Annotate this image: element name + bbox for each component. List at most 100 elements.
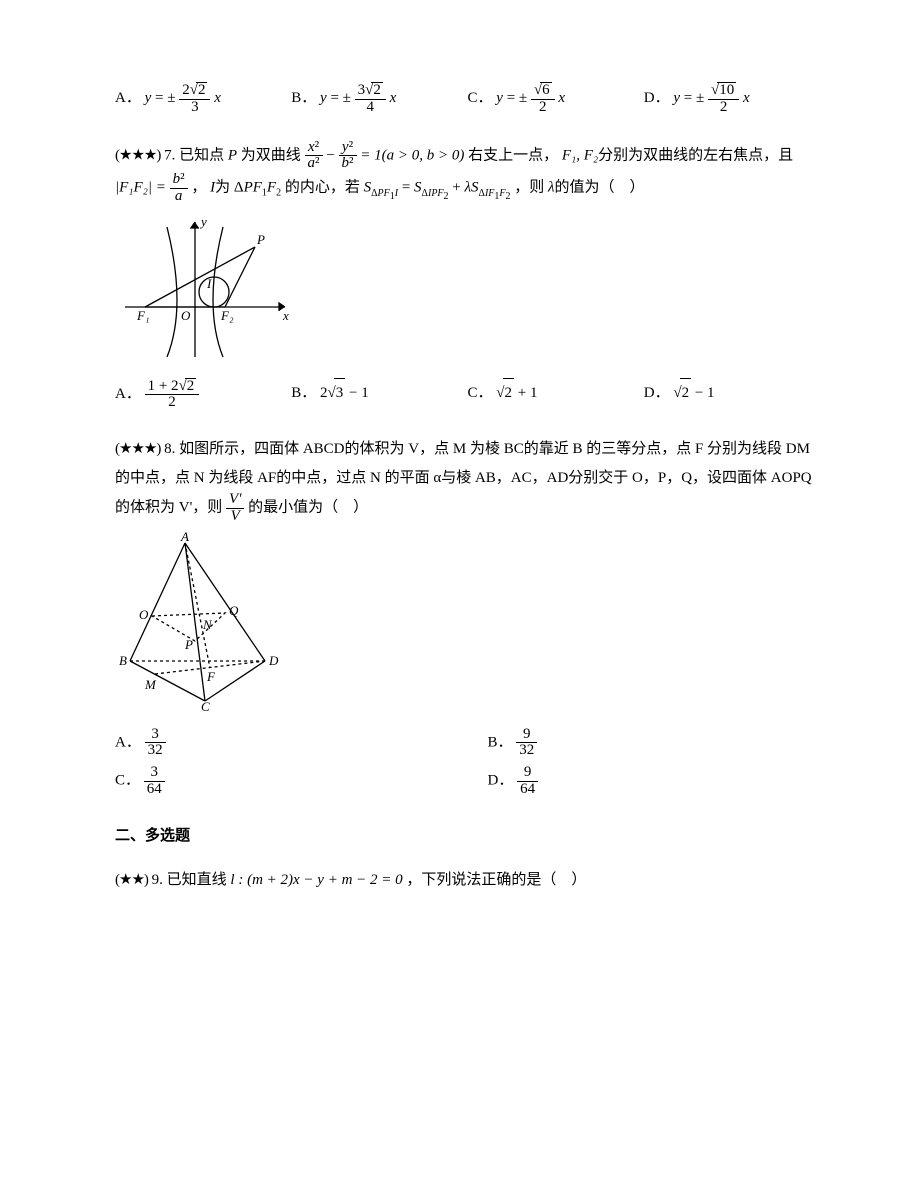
q8-ask: 的最小值为（ ） (248, 500, 368, 516)
q6b-rad: 2 (371, 82, 383, 99)
q7-fig-x: x (282, 308, 289, 323)
q9-num: 9. (152, 872, 163, 888)
q7c-label: C． (468, 385, 493, 401)
q6b-coef: 3 (358, 82, 366, 98)
q6a-den: 3 (179, 100, 210, 116)
q6-option-c: C． y = ± 62 x (468, 82, 644, 116)
q6b-label: B． (291, 90, 316, 106)
q7-t1: 已知点 (179, 147, 228, 163)
q7-t6: ， (191, 180, 206, 196)
q9-line: l : (m + 2)x − y + m − 2 = 0 (230, 872, 402, 888)
q6a-label: A． (115, 90, 141, 106)
q7-fig-f1: F₁ (136, 308, 149, 323)
q7-t3: 右支上一点， (468, 147, 558, 163)
q6a-coef: 2 (182, 82, 190, 98)
q7a-rad: 2 (185, 378, 197, 395)
q6c-den: 2 (531, 100, 555, 116)
q7-stem: (★★★) 7. 已知点 P 为双曲线 x²a² − y²b² = 1(a > … (115, 140, 820, 206)
q8-figure: A B C D O Q P N M F (115, 531, 285, 711)
q8-fig-d: D (268, 653, 279, 668)
q8-fig-a: A (180, 531, 189, 544)
q6c-rad: 6 (540, 82, 552, 99)
q7a-den: 2 (145, 395, 200, 411)
q8-body: 如图所示，四面体 ABCD的体积为 V，点 M 为棱 BC的靠近 B 的三等分点… (115, 441, 812, 516)
q8d-label: D． (488, 773, 514, 789)
q8d-num: 9 (517, 765, 538, 782)
q8-options: A． 332 B． 932 C． 364 D． 964 (115, 727, 820, 798)
q8-option-d: D． 964 (488, 765, 821, 798)
section-2-heading: 二、多选题 (115, 822, 820, 851)
q9-stem: (★★) 9. 已知直线 l : (m + 2)x − y + m − 2 = … (115, 866, 820, 895)
q8a-label: A． (115, 734, 141, 750)
q7-fig-p: P (256, 232, 265, 247)
q7-t10: 的值为（ ） (555, 180, 645, 196)
q7b-label: B． (291, 385, 316, 401)
q7c-rad: 2 (503, 378, 515, 408)
q8-fig-m: M (144, 677, 157, 692)
q6d-label: D． (644, 90, 670, 106)
q8-option-c: C． 364 (115, 765, 448, 798)
q6d-rad: 10 (717, 82, 736, 99)
q7-t8: 的内心，若 (285, 180, 364, 196)
q8-num: 8. (164, 441, 175, 457)
q6a-rad: 2 (196, 82, 208, 99)
q8a-den: 32 (145, 743, 166, 759)
q7-option-c: C． 2 + 1 (468, 378, 644, 412)
q7b-tail: − 1 (345, 385, 368, 401)
q7-t2: 为双曲线 (237, 147, 305, 163)
q9-t2: ，下列说法正确的是（ ） (406, 872, 586, 888)
q8-option-b: B． 932 (488, 727, 821, 760)
q7-stars: (★★★) (115, 147, 160, 163)
q7-option-b: B． 23 − 1 (291, 378, 467, 412)
q7-t5: ，且 (763, 147, 793, 163)
q6c-label: C． (468, 90, 493, 106)
q8-fig-p: P (184, 637, 193, 652)
q8b-label: B． (488, 734, 513, 750)
q8-stem: (★★★) 8. 如图所示，四面体 ABCD的体积为 V，点 M 为棱 BC的靠… (115, 435, 820, 525)
q6d-den: 2 (708, 100, 739, 116)
q8-stars: (★★★) (115, 441, 160, 457)
q8a-num: 3 (145, 727, 166, 744)
q7-t7: 为 (215, 180, 234, 196)
q8c-den: 64 (144, 782, 165, 798)
q7-foci: F₁, F₂ (562, 147, 598, 163)
q7-p: P (228, 147, 237, 163)
q7-cond: = 1(a > 0, b > 0) (360, 147, 464, 163)
q7d-rad: 2 (680, 378, 692, 408)
q8c-num: 3 (144, 765, 165, 782)
q7-fig-i: I (206, 276, 212, 291)
q8d-den: 64 (517, 782, 538, 798)
q6-option-b: B． y = ± 324 x (291, 82, 467, 116)
q7-option-a: A． 1 + 222 (115, 378, 291, 412)
q8c-label: C． (115, 773, 140, 789)
q8-fig-c: C (201, 699, 210, 711)
q7-ff: |F₁F₂| = (115, 180, 170, 196)
q7-fig-o: O (181, 308, 191, 323)
q7c-tail: + 1 (514, 385, 537, 401)
q6b-den: 4 (355, 100, 386, 116)
q7-options: A． 1 + 222 B． 23 − 1 C． 2 + 1 D． 2 − 1 (115, 378, 820, 412)
q7-option-d: D． 2 − 1 (644, 378, 820, 412)
q8-fig-n: N (202, 617, 213, 632)
q7b-coef: 2 (320, 385, 328, 401)
q7a-label: A． (115, 386, 141, 402)
q7-num: 7. (164, 147, 175, 163)
q7-figure: y x P I O F₁ F₂ (115, 212, 295, 362)
q7-t9: ，则 (514, 180, 548, 196)
q9-stars: (★★) (115, 872, 148, 888)
q8-fig-f: F (206, 669, 216, 684)
q7a-numl: 1 + 2 (148, 378, 179, 394)
q8-fig-b: B (119, 653, 127, 668)
q7-t4: 分别为双曲线的左右焦点 (598, 147, 763, 163)
q6-options: A． y = ± 223 x B． y = ± 324 x C． y = ± 6… (115, 82, 820, 116)
q7b-rad: 3 (334, 378, 346, 408)
q7d-label: D． (644, 385, 670, 401)
q7-fig-y: y (199, 214, 207, 229)
q6-option-d: D． y = ± 102 x (644, 82, 820, 116)
q8b-num: 9 (516, 727, 537, 744)
q6-option-a: A． y = ± 223 x (115, 82, 291, 116)
q8-option-a: A． 332 (115, 727, 448, 760)
q8-fig-o: O (139, 607, 149, 622)
q8-fig-q: Q (229, 603, 239, 618)
q8b-den: 32 (516, 743, 537, 759)
